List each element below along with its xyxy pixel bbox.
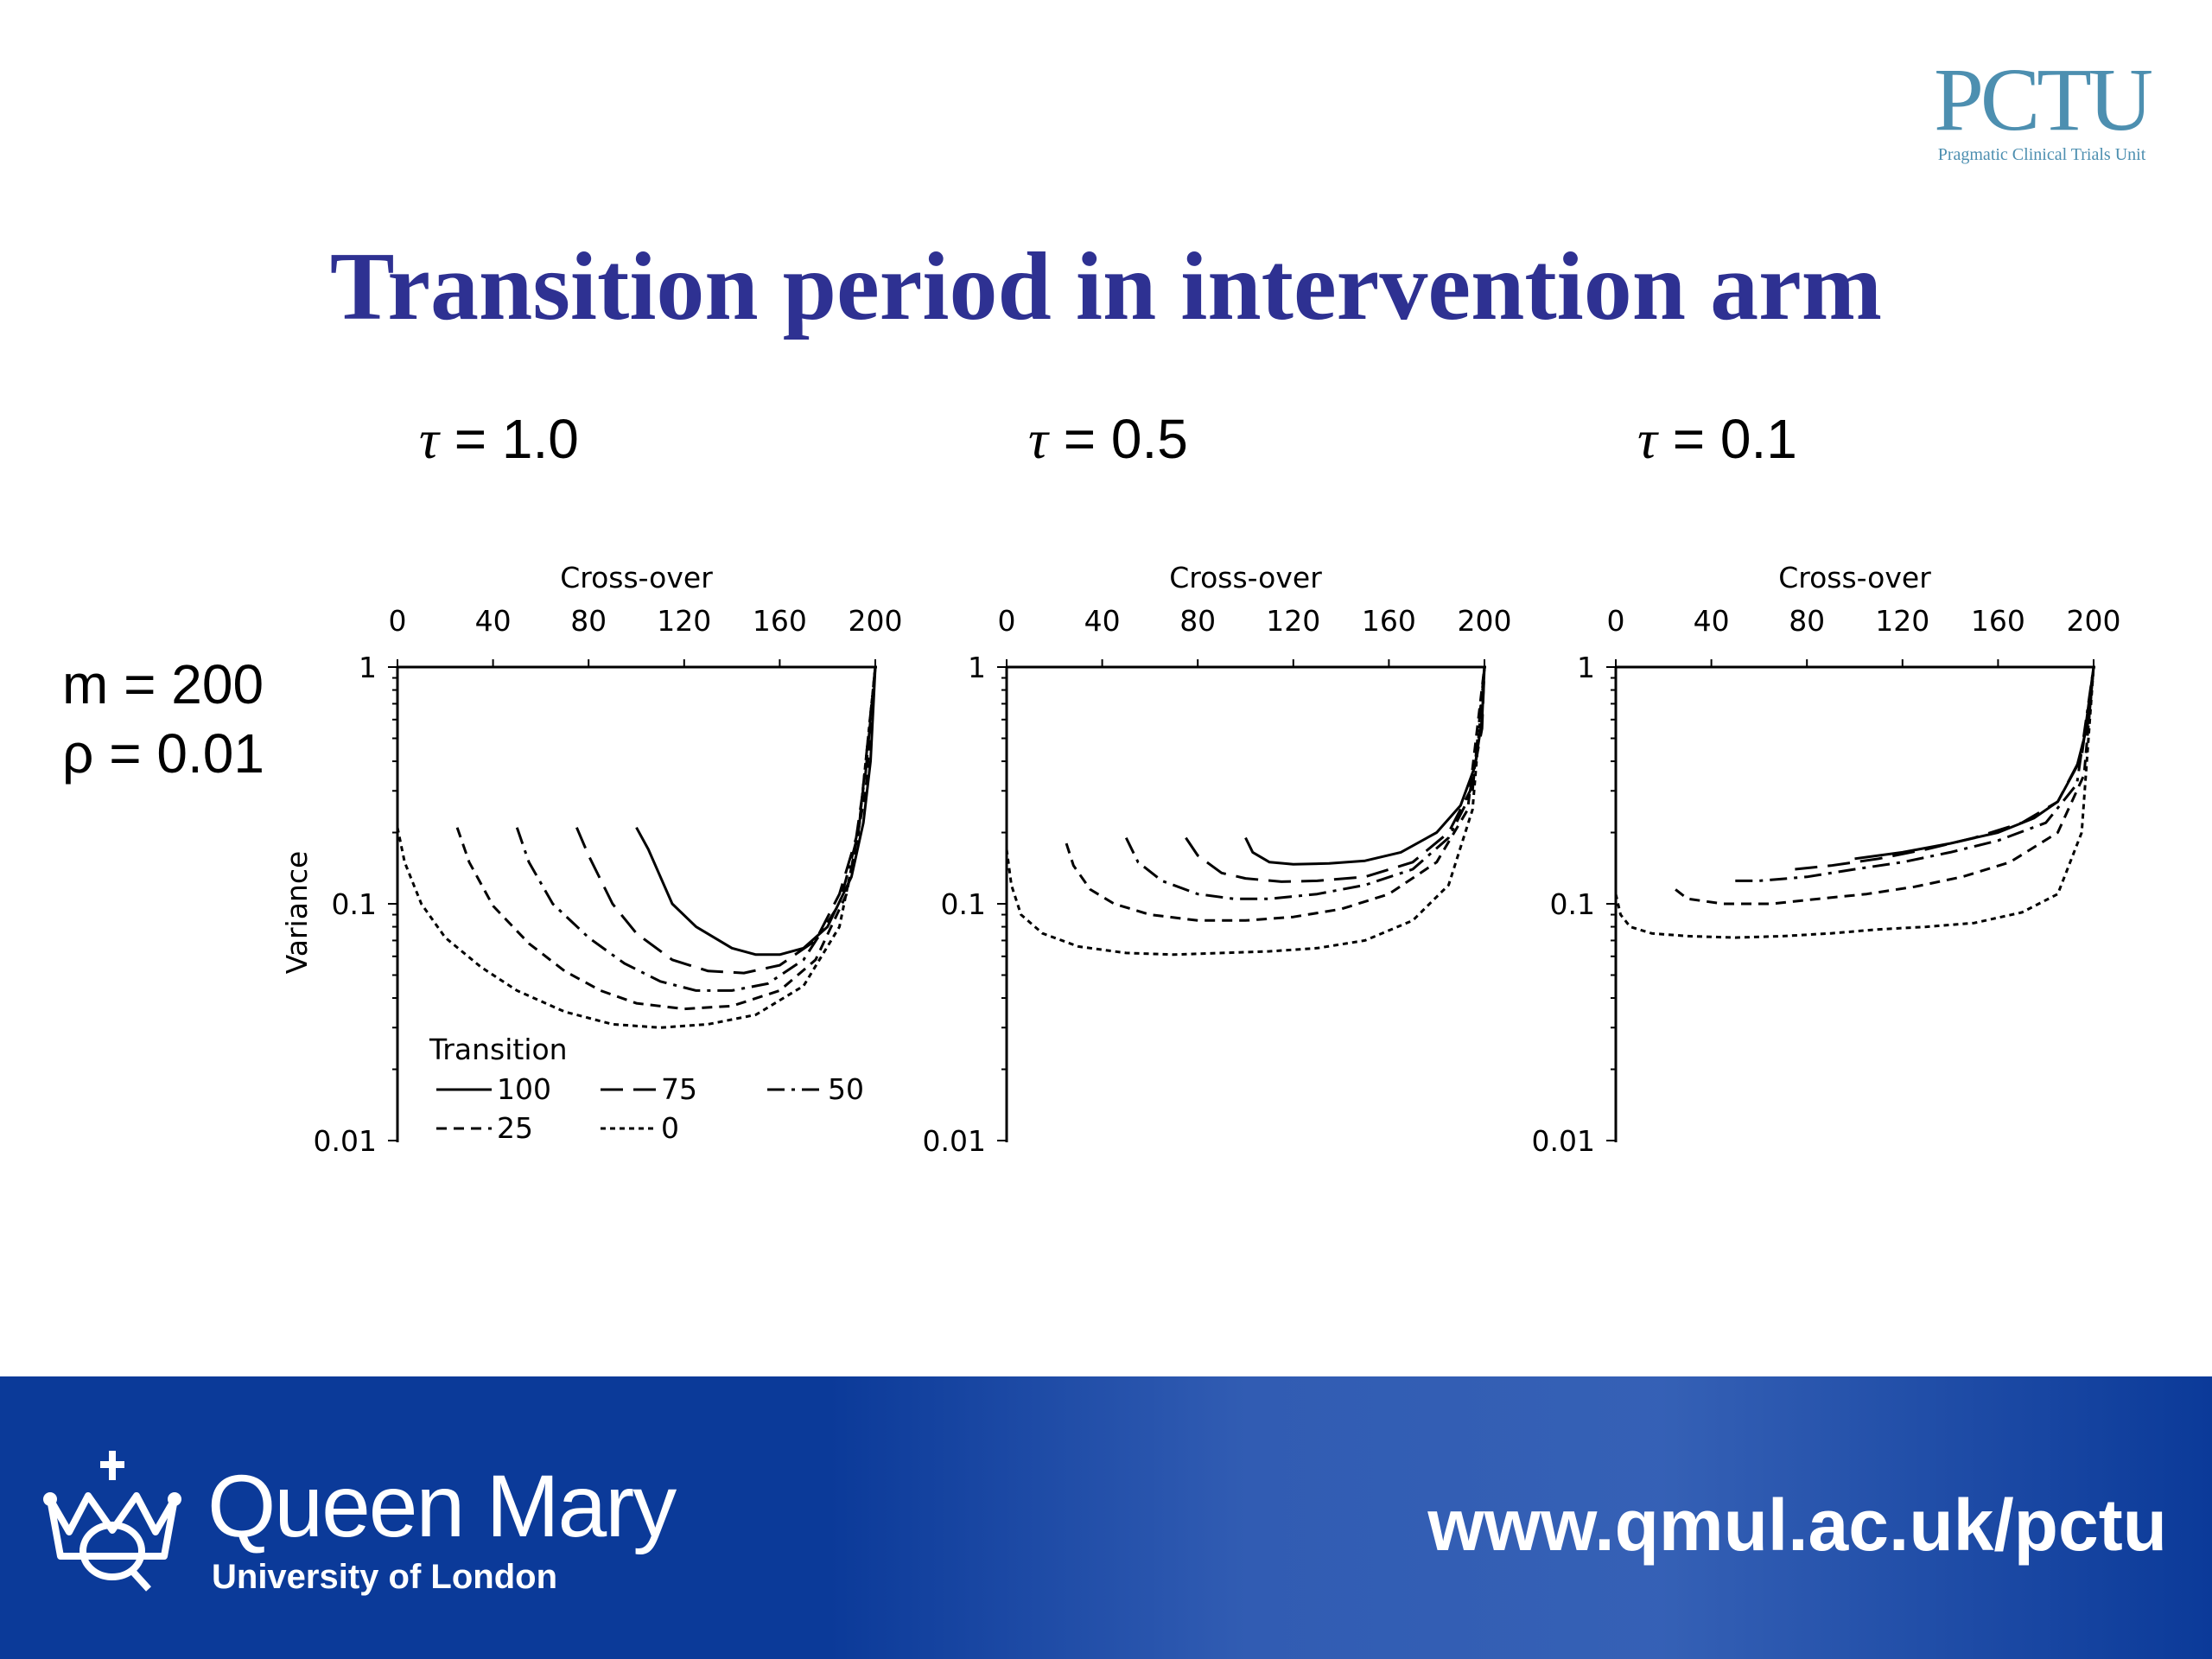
x-axis-label: Cross-over <box>560 561 713 594</box>
slide-title: Transition period in intervention arm <box>329 233 1883 340</box>
y-tick-label: 1 <box>1577 651 1595 684</box>
x-tick-label: 200 <box>1458 604 1512 638</box>
legend: Transition 100 75 50 25 0 <box>429 1033 864 1145</box>
series-line-50 <box>1124 666 1486 900</box>
x-tick-label: 160 <box>753 604 807 638</box>
y-tick-label: 0.01 <box>1532 1124 1595 1158</box>
x-tick-label: 120 <box>1266 604 1320 638</box>
chart-panel-2: Cross-over 0 40 80 120 160 200 1 0.1 0.01 <box>923 561 1512 1158</box>
y-tick-label: 1 <box>968 651 986 684</box>
chart-title-1: τ = 1.0 <box>419 408 579 470</box>
x-tick-label: 120 <box>657 604 711 638</box>
x-axis-label: Cross-over <box>1778 561 1931 594</box>
chart-panel-3: Cross-over 0 40 80 120 160 200 1 0.1 0.01 <box>1532 561 2121 1158</box>
x-tick-label: 0 <box>389 604 407 638</box>
parameter-block: m = 200 ρ = 0.01 <box>62 650 339 788</box>
series-line-100 <box>1244 666 1486 866</box>
series-line-0 <box>1005 666 1486 957</box>
series-line-75 <box>1795 666 2095 871</box>
m-parameter: m = 200 <box>62 653 264 715</box>
y-tick-label: 0.01 <box>314 1124 377 1158</box>
legend-label-100: 100 <box>497 1072 551 1106</box>
legend-label-25: 25 <box>497 1111 533 1145</box>
chart-title-3: τ = 0.1 <box>1637 408 1797 470</box>
x-tick-label: 200 <box>849 604 903 638</box>
x-tick-label: 40 <box>1084 604 1121 638</box>
y-axis-label: Variance <box>280 851 314 975</box>
x-tick-label: 80 <box>1789 604 1825 638</box>
pctu-logo-mark: PCTU <box>1934 50 2153 149</box>
y-tick-label: 0.1 <box>941 887 986 921</box>
series-line-50 <box>515 666 877 992</box>
chart-panel-1: Cross-over 0 40 80 120 160 200 1 0.1 0.01 Variance <box>280 561 903 1158</box>
pctu-logo: PCTU Pragmatic Clinical Trials Unit <box>1925 54 2158 166</box>
x-tick-label: 120 <box>1875 604 1929 638</box>
rho-parameter: ρ = 0.01 <box>62 722 264 785</box>
crown-crest-icon <box>43 1451 181 1592</box>
x-tick-label: 80 <box>570 604 607 638</box>
x-tick-label: 80 <box>1179 604 1216 638</box>
website-link[interactable]: www.qmul.ac.uk/pctu <box>1427 1484 2167 1566</box>
series-line-0 <box>396 666 877 1029</box>
y-tick-label: 0.01 <box>923 1124 986 1158</box>
legend-label-50: 50 <box>828 1072 864 1106</box>
brand-subtitle: University of London <box>212 1558 557 1596</box>
x-tick-label: 40 <box>475 604 512 638</box>
y-tick-label: 1 <box>359 651 377 684</box>
series-line-25 <box>1675 666 2095 906</box>
y-tick-label: 0.1 <box>1550 887 1595 921</box>
x-axis-label: Cross-over <box>1169 561 1322 594</box>
pctu-logo-subtitle: Pragmatic Clinical Trials Unit <box>1937 145 2146 164</box>
series-line-25 <box>455 666 877 1011</box>
x-tick-label: 200 <box>2067 604 2121 638</box>
legend-label-75: 75 <box>661 1072 697 1106</box>
series-line-25 <box>1065 666 1486 922</box>
series-line-75 <box>575 666 877 975</box>
variance-charts: Cross-over 0 40 80 120 160 200 1 0.1 0.01 Variance… <box>280 408 2121 1158</box>
x-tick-label: 40 <box>1694 604 1730 638</box>
brand-name: Queen Mary <box>207 1457 677 1555</box>
series-line-50 <box>1735 666 2095 882</box>
legend-title: Transition <box>429 1033 568 1066</box>
series-line-0 <box>1614 666 2095 939</box>
building-photo <box>830 1376 2212 1659</box>
x-tick-label: 0 <box>1607 604 1625 638</box>
x-tick-label: 160 <box>1362 604 1416 638</box>
footer-banner: Queen Mary University of London www.qmul… <box>0 1376 2212 1659</box>
series-line-75 <box>1185 666 1486 883</box>
legend-label-0: 0 <box>661 1111 679 1145</box>
y-tick-label: 0.1 <box>332 887 377 921</box>
x-tick-label: 0 <box>998 604 1016 638</box>
queen-mary-brand[interactable]: Queen Mary University of London <box>35 1446 677 1601</box>
chart-title-2: τ = 0.5 <box>1028 408 1188 470</box>
x-tick-label: 160 <box>1971 604 2025 638</box>
series-line-100 <box>635 666 877 957</box>
